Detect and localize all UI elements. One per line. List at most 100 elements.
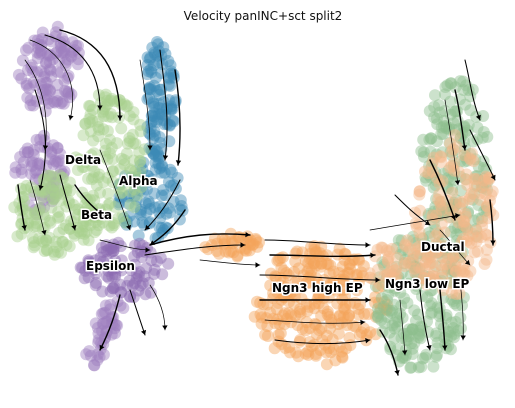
cell-point: [72, 225, 85, 238]
cell-point: [415, 262, 428, 275]
cell-point: [27, 241, 40, 254]
cell-point: [167, 115, 180, 128]
cell-point: [116, 210, 129, 222]
cell-point: [376, 241, 389, 254]
cell-point: [435, 121, 448, 134]
cell-point: [59, 40, 72, 53]
cell-point: [110, 319, 122, 331]
cell-point: [91, 115, 104, 128]
cell-point: [457, 232, 470, 245]
cell-point: [38, 134, 51, 147]
cell-point: [401, 234, 414, 247]
cell-point: [134, 125, 147, 138]
cell-point: [156, 268, 169, 281]
cluster-label-ductal: Ductal: [421, 240, 465, 254]
cell-point: [304, 269, 317, 282]
cell-point: [441, 263, 454, 276]
cell-point: [99, 137, 112, 150]
cell-point: [470, 235, 483, 248]
cell-point: [454, 251, 467, 263]
cell-point: [20, 179, 33, 192]
cell-point: [66, 45, 79, 58]
cell-point: [450, 228, 463, 241]
cell-point: [369, 250, 382, 263]
cell-point: [380, 244, 393, 257]
cell-point: [279, 342, 292, 354]
cell-point: [132, 270, 145, 283]
cell-point: [452, 221, 465, 234]
streamline-arrowhead: [451, 214, 456, 220]
cell-point: [148, 79, 161, 92]
cell-point: [343, 258, 356, 271]
cell-point: [135, 245, 148, 258]
cell-point: [388, 332, 401, 345]
cell-point: [457, 215, 470, 228]
cell-point: [390, 260, 403, 273]
cell-point: [72, 46, 85, 59]
cell-point: [470, 230, 483, 243]
cell-point: [462, 119, 475, 131]
cell-point: [310, 328, 323, 341]
cell-point: [447, 276, 460, 289]
cell-point: [15, 166, 28, 179]
cell-point: [44, 170, 57, 182]
cell-point: [125, 264, 138, 277]
cell-point: [94, 186, 107, 199]
cell-point: [330, 284, 343, 297]
cell-point: [437, 127, 450, 140]
cell-point: [58, 44, 71, 56]
cell-point: [462, 205, 475, 218]
cell-point: [157, 96, 170, 109]
cell-point: [30, 66, 43, 79]
cell-point: [115, 286, 128, 299]
cell-point: [378, 317, 391, 330]
cell-point: [132, 229, 145, 242]
cell-point: [305, 241, 317, 254]
cell-point: [147, 97, 160, 110]
cell-point: [412, 361, 425, 374]
cell-point: [127, 113, 140, 126]
cell-point: [129, 200, 142, 213]
cell-point: [26, 155, 39, 168]
cell-point: [260, 312, 273, 325]
streamline-arrowhead: [370, 252, 375, 258]
streamline-arrowhead: [162, 155, 169, 160]
cell-point: [102, 110, 115, 123]
cell-point: [410, 314, 422, 327]
cell-point: [437, 208, 450, 221]
velocity-streamline: [444, 99, 459, 186]
cell-point: [289, 309, 302, 322]
cell-point: [303, 322, 316, 335]
cell-point: [24, 94, 37, 107]
cell-point: [148, 107, 161, 120]
cell-point: [86, 204, 99, 217]
cell-point: [71, 58, 84, 71]
cell-point: [458, 268, 471, 281]
cell-point: [336, 316, 349, 329]
cell-point: [446, 186, 459, 199]
cell-point: [437, 120, 450, 133]
cell-point: [473, 187, 486, 200]
cell-point: [300, 276, 313, 289]
cell-point: [64, 184, 77, 197]
streamline-arrowhead: [461, 145, 467, 150]
cell-point: [376, 256, 389, 269]
cell-point: [370, 310, 382, 323]
cell-point: [392, 271, 405, 284]
cell-point: [144, 51, 157, 64]
cell-point: [467, 214, 480, 227]
velocity-streamline: [259, 274, 381, 281]
cell-point: [80, 156, 92, 169]
cell-point: [447, 159, 460, 172]
cell-point: [148, 263, 161, 276]
cell-point: [106, 263, 118, 276]
cell-point: [270, 280, 283, 293]
cell-point: [77, 214, 90, 227]
cell-point: [114, 240, 127, 253]
cell-point: [86, 173, 98, 186]
cell-point: [459, 207, 472, 220]
cell-point: [334, 273, 347, 286]
cell-point: [472, 199, 485, 211]
cell-point: [446, 263, 459, 276]
